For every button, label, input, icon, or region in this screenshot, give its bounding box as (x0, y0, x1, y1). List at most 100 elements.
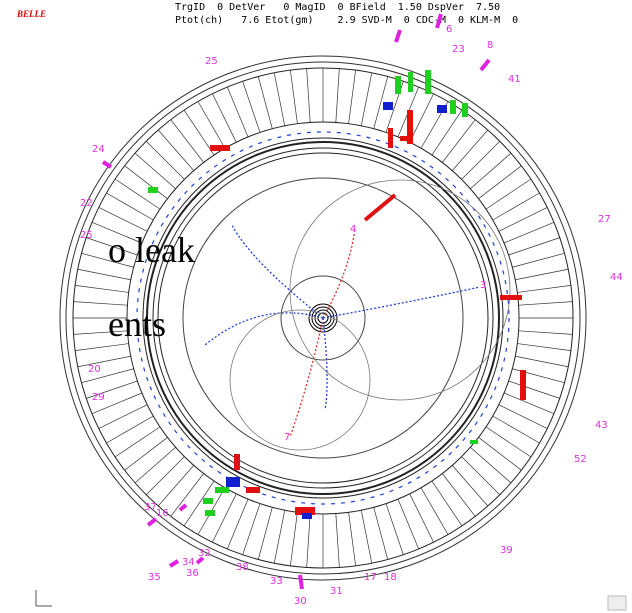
module-label: 36 (186, 568, 199, 579)
module-label: 25 (80, 230, 93, 241)
barrel-segment (478, 437, 522, 471)
barrel-segment (145, 140, 185, 180)
red-track-segment (363, 193, 397, 222)
barrel-segment (81, 368, 134, 384)
module-label: 17 (364, 572, 377, 583)
barrel-segment (227, 498, 249, 550)
module-tick (479, 58, 491, 72)
barrel-segment (77, 355, 131, 368)
module-label: 32 (198, 548, 211, 559)
hit (295, 507, 315, 515)
barrel-segment (212, 493, 237, 543)
barrel-segment (373, 76, 389, 129)
track-circle (289, 179, 511, 401)
hit (470, 440, 478, 444)
barrel-segment (503, 222, 555, 244)
barrel-segment (170, 119, 204, 163)
barrel-segment (157, 129, 195, 171)
ring (157, 152, 489, 484)
cdc-boundary (182, 177, 464, 459)
module-label: 29 (92, 392, 105, 403)
hits (101, 13, 526, 590)
hit (302, 513, 312, 519)
barrel-segment (461, 140, 501, 180)
barrel-segment (98, 207, 148, 232)
hit (383, 102, 393, 110)
module-label: 27 (598, 214, 611, 225)
barrel-segment (461, 456, 501, 496)
module-label: 37 (144, 502, 157, 513)
barrel-segment (91, 222, 143, 244)
hit (520, 370, 526, 400)
barrel-segment (306, 68, 311, 123)
barrel-segment (515, 355, 569, 368)
barrel-segment (515, 268, 569, 281)
hit (388, 128, 393, 148)
ring (146, 141, 500, 495)
track (289, 317, 324, 438)
module-label: 33 (270, 576, 283, 587)
hit (215, 487, 229, 493)
module-label: 24 (92, 144, 105, 155)
barrel-segment (442, 119, 476, 163)
barrel-segment (273, 72, 286, 126)
hit (408, 72, 413, 92)
barrel-segment (73, 301, 128, 306)
detector-geometry (59, 55, 587, 581)
barrel-segment (145, 456, 185, 496)
hit (210, 145, 230, 151)
module-tick (298, 574, 304, 590)
logo: BELLE (16, 9, 46, 19)
module-tick (195, 556, 205, 565)
overlay-text: o leak (108, 230, 195, 270)
barrel-segment (134, 446, 176, 484)
module-label: 35 (148, 572, 161, 583)
barrel-segment (257, 507, 273, 560)
barrel-segment (273, 510, 286, 564)
module-label: 7 (284, 432, 290, 443)
module-label: 39 (500, 545, 513, 556)
barrel-segment (227, 86, 249, 138)
barrel-segment (335, 68, 340, 123)
barrel-segment (290, 512, 298, 566)
track (204, 312, 324, 346)
track-circle (229, 309, 371, 451)
barrel-segment (478, 165, 522, 199)
barrel-segment (512, 252, 565, 268)
barrel-segment (503, 392, 555, 414)
hit (462, 103, 468, 117)
module-label: 38 (236, 562, 249, 573)
barrel-segment (508, 237, 560, 256)
barrel-segment (114, 178, 161, 210)
barrel-segment (98, 404, 148, 429)
barrel-segment (157, 465, 195, 507)
barrel-segment (451, 465, 489, 507)
barrel-segment (360, 72, 373, 126)
barrel-segment (517, 285, 571, 293)
barrel-segment (518, 330, 573, 335)
barrel-segment (442, 473, 476, 517)
module-label: 6 (446, 24, 452, 35)
barrel-segment (106, 192, 154, 221)
barrel-segment (81, 252, 134, 268)
barrel-segment (257, 76, 273, 129)
barrel-segment (290, 70, 298, 124)
outer-ring (59, 55, 587, 581)
module-label: 30 (294, 596, 307, 607)
barrel-segment (373, 507, 389, 560)
barrel-segment (492, 415, 540, 444)
module-tick (101, 160, 113, 169)
dashed-ring (136, 131, 510, 505)
barrel-segment (409, 493, 434, 543)
hit (246, 487, 260, 493)
barrel-segment (212, 93, 237, 143)
ring (142, 137, 504, 499)
module-label: 18 (384, 572, 397, 583)
track (322, 317, 328, 411)
vertex-ring (314, 309, 332, 327)
barrel-segment (134, 152, 176, 190)
module-label: 43 (595, 420, 608, 431)
